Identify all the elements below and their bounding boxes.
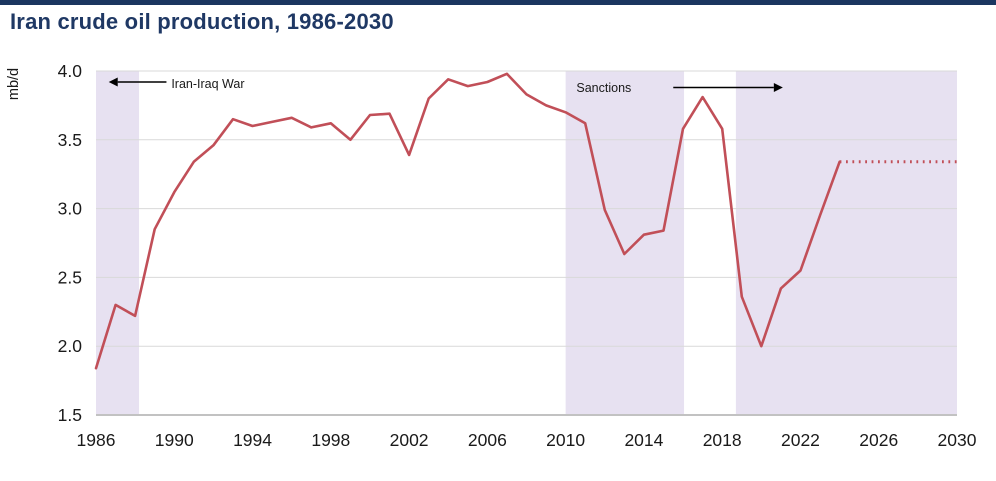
y-tick-label: 4.0 — [58, 61, 83, 81]
top-accent-bar — [0, 0, 996, 5]
shaded-band-1 — [96, 71, 140, 415]
x-tick-label: 1994 — [233, 430, 272, 450]
x-tick-label: 1986 — [77, 430, 116, 450]
shaded-band-3 — [735, 71, 957, 415]
x-tick-label: 2030 — [938, 430, 977, 450]
y-tick-label: 2.0 — [58, 336, 83, 356]
annotation-text: Iran-Iraq War — [171, 77, 244, 91]
x-tick-label: 2014 — [624, 430, 663, 450]
x-tick-label: 2010 — [546, 430, 585, 450]
series-historical — [94, 72, 841, 370]
y-tick-label: 2.5 — [58, 267, 82, 287]
chart-title: Iran crude oil production, 1986-2030 — [10, 9, 394, 34]
x-tick-label: 2018 — [703, 430, 742, 450]
x-tick-label: 2026 — [859, 430, 898, 450]
y-tick-label: 3.0 — [58, 199, 83, 219]
annotation-text: Sanctions — [576, 81, 631, 95]
y-tick-label: 1.5 — [58, 405, 82, 425]
annotation-arrowhead-right — [773, 83, 783, 93]
y-axis-label: mb/d — [6, 68, 22, 100]
x-tick-label: 2022 — [781, 430, 820, 450]
x-tick-label: 1998 — [311, 430, 350, 450]
annotation-arrowhead-left — [108, 77, 118, 87]
y-tick-label: 3.5 — [58, 130, 82, 150]
x-tick-label: 2002 — [390, 430, 429, 450]
x-tick-label: 2006 — [468, 430, 507, 450]
x-tick-label: 1990 — [155, 430, 194, 450]
